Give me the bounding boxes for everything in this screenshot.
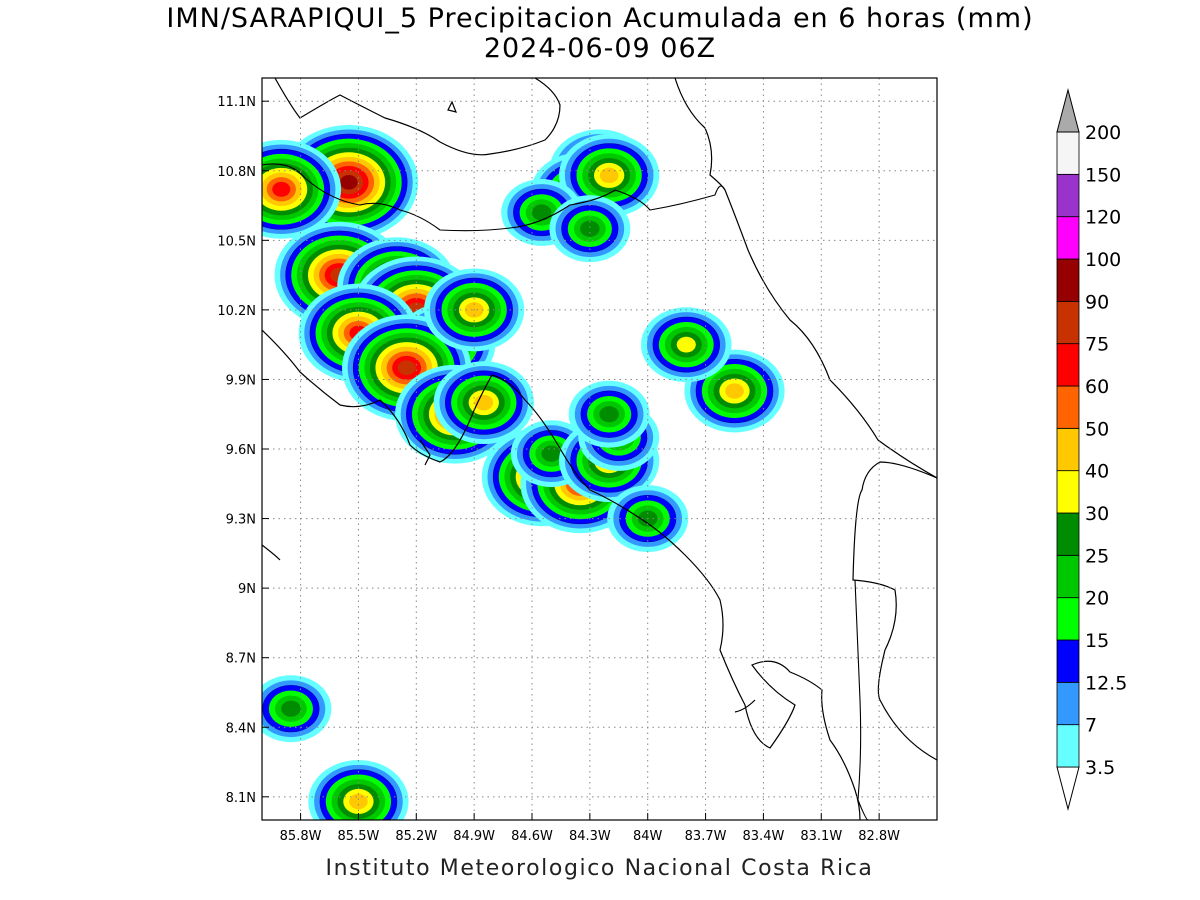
- lon-tick-label: 84.6W: [511, 829, 553, 844]
- colorbar-segment: [1056, 554, 1080, 599]
- colorbar-level-label: 150: [1085, 164, 1121, 186]
- colorbar-segment: [1056, 131, 1080, 175]
- lat-tick-label: 10.5N: [217, 234, 256, 249]
- colorbar-level-label: 90: [1085, 291, 1109, 313]
- colorbar-segment: [1056, 639, 1080, 683]
- colorbar-level-label: 25: [1085, 545, 1109, 567]
- lon-tick-label: 83.1W: [800, 829, 842, 844]
- lat-tick-label: 9.9N: [226, 373, 256, 388]
- colorbar-under-arrow: [1056, 766, 1080, 811]
- lat-tick-label: 8.4N: [226, 721, 256, 736]
- lat-tick-label: 8.7N: [226, 652, 256, 667]
- colorbar-level-label: 75: [1085, 334, 1109, 356]
- map-subtitle-date: 2024-06-09 06Z: [483, 33, 717, 64]
- precip-cell: [568, 380, 650, 448]
- colorbar-level-label: 60: [1085, 376, 1109, 398]
- lon-tick-label: 84W: [633, 829, 663, 844]
- colorbar-segment: [1056, 343, 1080, 387]
- colorbar-level-label: 15: [1085, 630, 1109, 652]
- lat-tick-label: 8.1N: [226, 791, 256, 806]
- lon-tick-label: 84.9W: [453, 829, 495, 844]
- colorbar-level-label: 40: [1085, 461, 1109, 483]
- colorbar-level-label: 50: [1085, 418, 1109, 440]
- precipitation-field: [262, 124, 785, 820]
- colorbar-level-label: 30: [1085, 503, 1109, 525]
- lon-tick-label: 84.3W: [569, 829, 611, 844]
- precip-cell: [262, 675, 332, 743]
- precip-cell: [433, 361, 534, 445]
- colorbar-level-label: 7: [1085, 715, 1097, 737]
- colorbar-level-label: 20: [1085, 588, 1109, 610]
- country-border: [262, 163, 869, 820]
- colorbar-segment: [1056, 427, 1080, 472]
- footer-credit: Instituto Meteorologico Nacional Costa R…: [325, 856, 874, 881]
- colorbar-level-label: 12.5: [1085, 672, 1127, 694]
- colorbar-segment: [1056, 385, 1080, 429]
- colorbar-segment: [1056, 173, 1080, 218]
- lon-tick-label: 85.5W: [338, 829, 380, 844]
- precip-cell: [262, 139, 342, 239]
- colorbar-level-label: 120: [1085, 207, 1121, 229]
- colorbar-level-label: 200: [1085, 122, 1121, 144]
- axis-labels: 11.1N 10.8N 10.5N 10.2N 9.9N 9.6N 9.3N 9N 8.7N 8.…: [217, 95, 900, 844]
- precip-cell: [640, 307, 732, 383]
- colorbar-segment: [1056, 512, 1080, 556]
- precip-cell: [549, 195, 631, 263]
- lon-tick-label: 82.8W: [858, 829, 900, 844]
- colorbar-segment: [1056, 216, 1080, 260]
- colorbar-level-label: 100: [1085, 249, 1121, 271]
- lat-tick-label: 10.2N: [217, 304, 256, 319]
- lon-tick-label: 83.7W: [685, 829, 727, 844]
- lon-tick-label: 85.8W: [280, 829, 322, 844]
- coastline: [262, 78, 937, 820]
- colorbar-segment: [1056, 300, 1080, 345]
- colorbar-segment: [1056, 470, 1080, 514]
- lon-tick-label: 83.4W: [743, 829, 785, 844]
- lat-tick-label: 9N: [238, 582, 256, 597]
- lat-tick-label: 11.1N: [217, 95, 256, 110]
- map-title: IMN/SARAPIQUI_5 Precipitacion Acumulada …: [166, 3, 1034, 34]
- lat-tick-label: 10.8N: [217, 165, 256, 180]
- colorbar-segment: [1056, 681, 1080, 726]
- lat-tick-label: 9.3N: [226, 513, 256, 528]
- precip-cell: [308, 760, 409, 820]
- lat-tick-label: 9.6N: [226, 443, 256, 458]
- lon-tick-label: 85.2W: [395, 829, 437, 844]
- colorbar-segment: [1056, 258, 1080, 302]
- lat-lon-grid: [262, 78, 937, 820]
- colorbar-legend: 3.5 7 12.5 15 20 25 30 40 50 60 75 90 100 120 150 200: [1056, 88, 1127, 811]
- colorbar-segment: [1056, 724, 1080, 768]
- colorbar-segment: [1056, 597, 1080, 641]
- colorbar-over-arrow: [1056, 88, 1080, 133]
- precip-cell: [684, 349, 785, 433]
- colorbar-level-label: 3.5: [1085, 757, 1115, 779]
